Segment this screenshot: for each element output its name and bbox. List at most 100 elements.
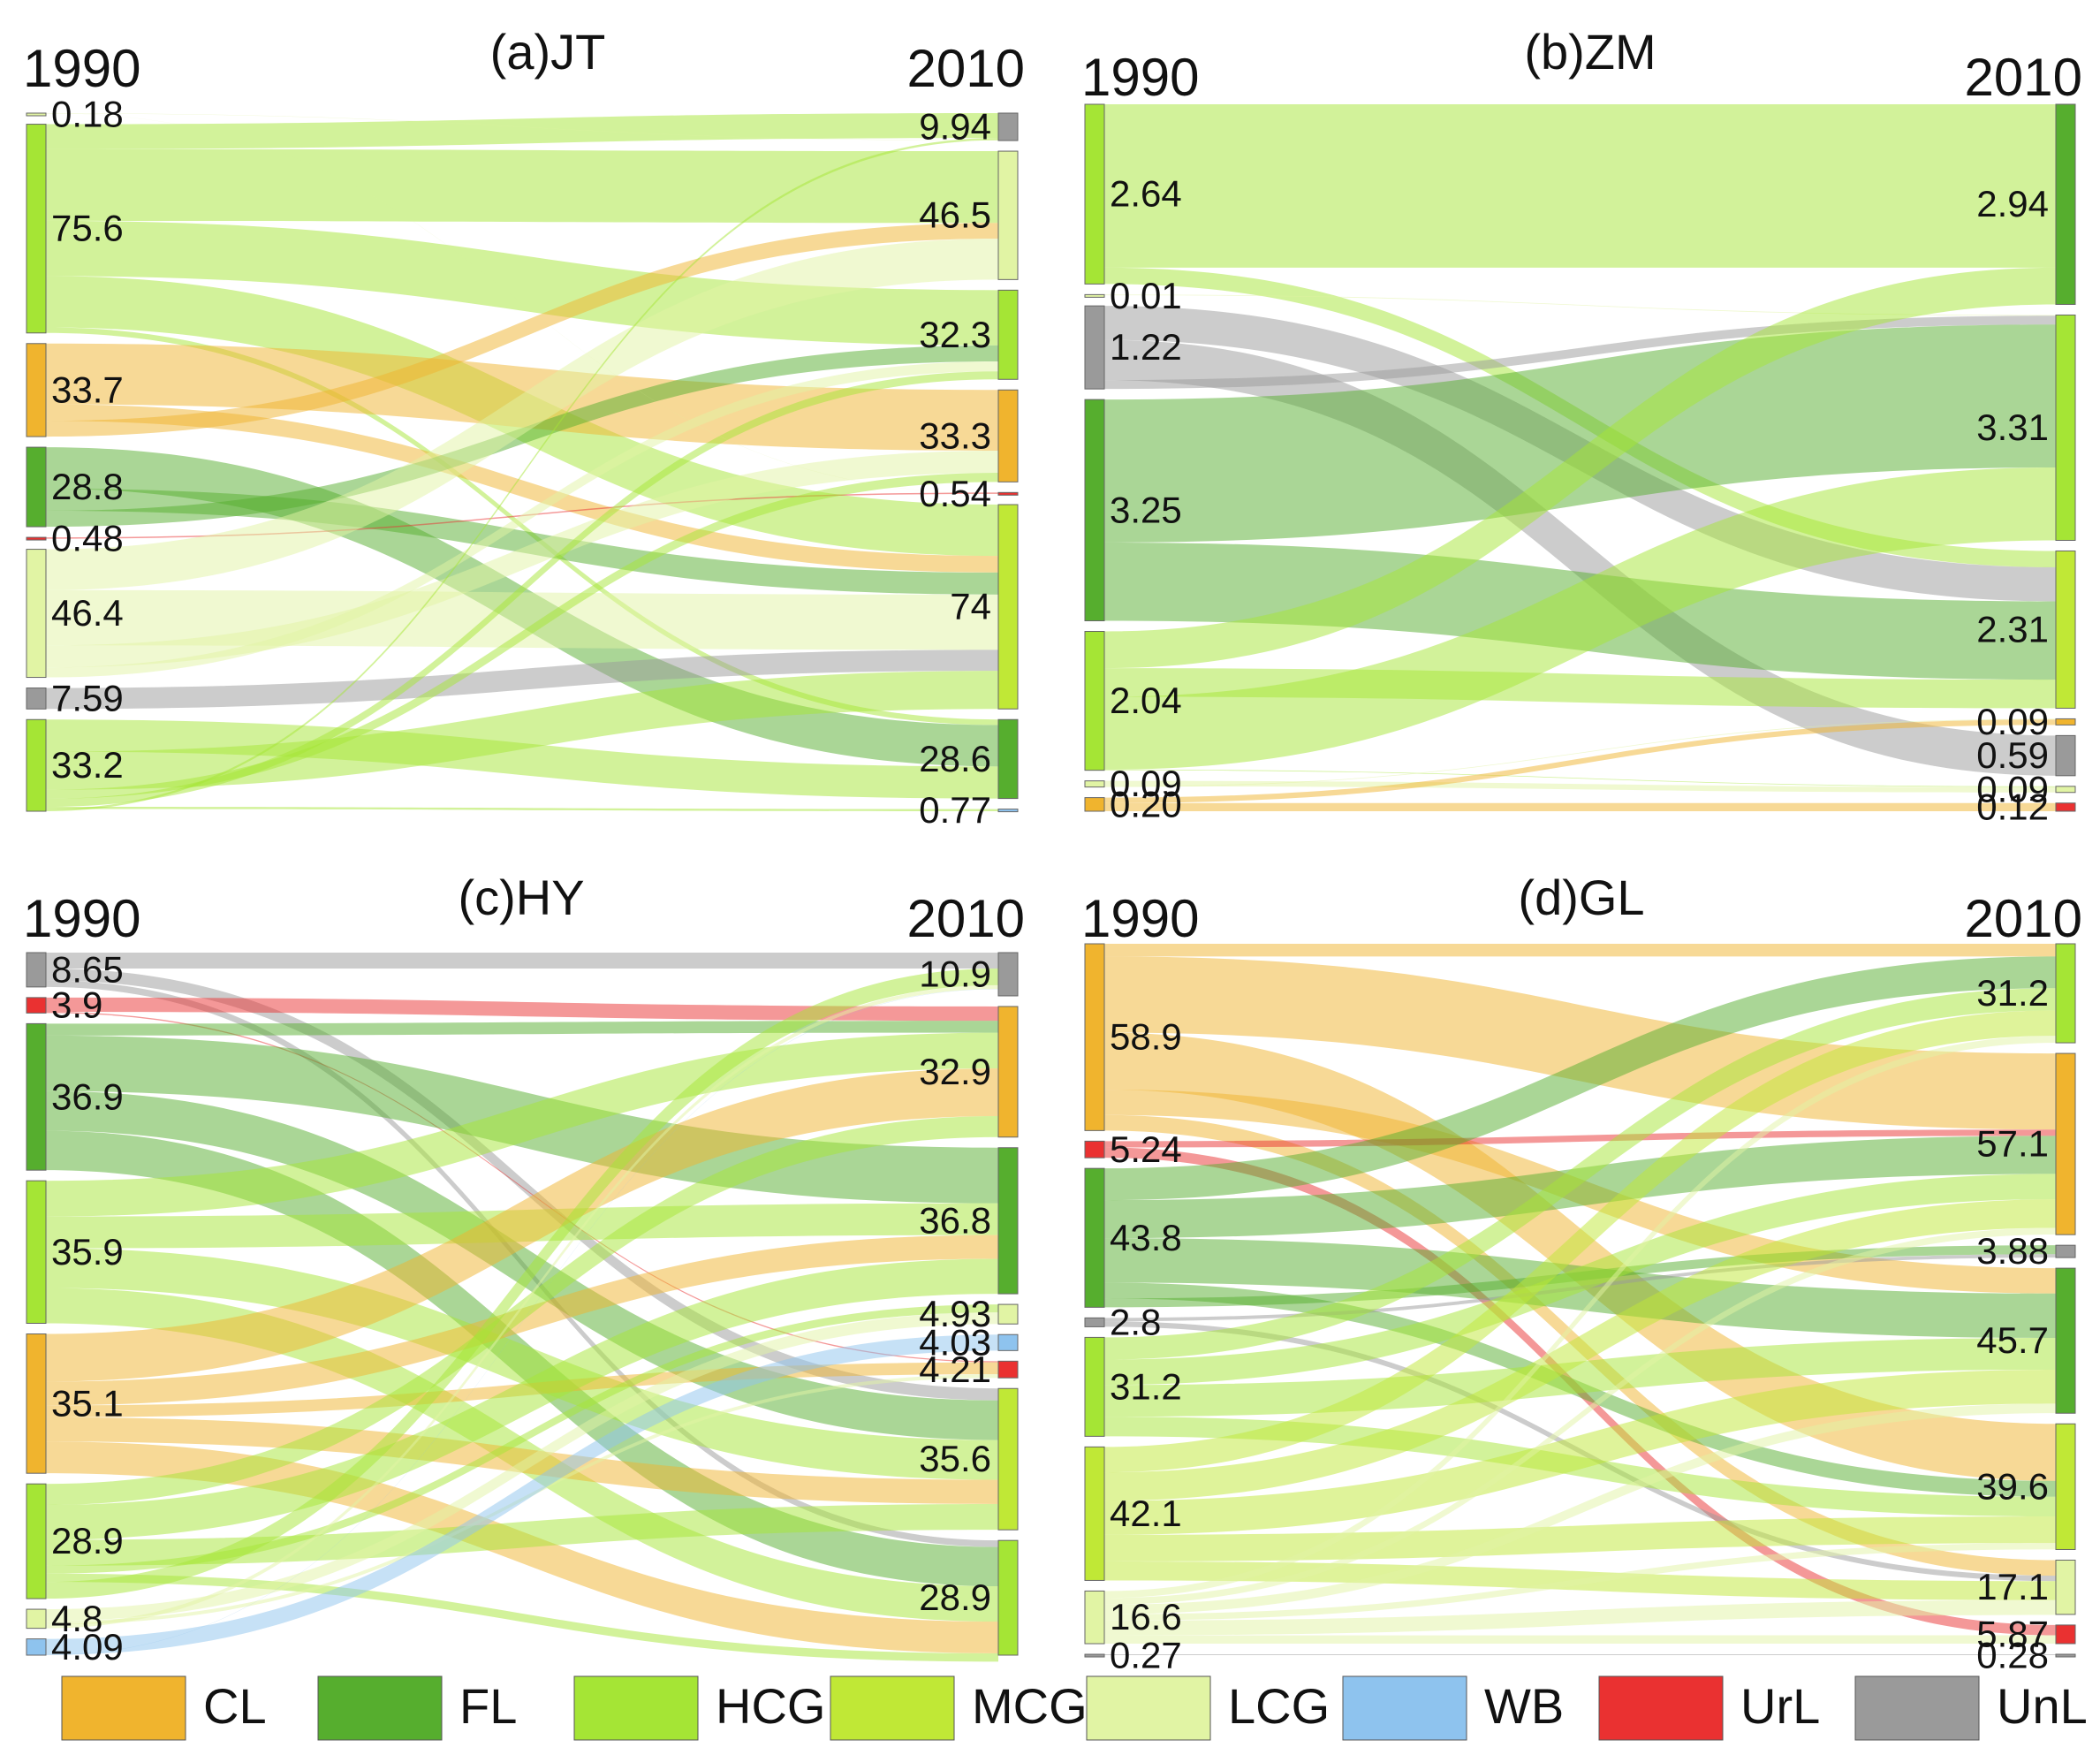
panel-bzm-right-node-label: 0.09 bbox=[1976, 768, 2049, 809]
panel-bzm-right-node-label: 2.31 bbox=[1976, 608, 2049, 650]
panel-ajt-right-year: 2010 bbox=[907, 39, 1025, 98]
panel-ajt-flow-fl-to-mcg bbox=[46, 488, 998, 595]
panel-bzm-right-node-lcg bbox=[2055, 786, 2076, 794]
panel-ajt-left-node-unl bbox=[26, 688, 47, 710]
panel-dgl-left-node-unl bbox=[1084, 1317, 1105, 1327]
panel-bzm-right-node-fl bbox=[2055, 103, 2076, 305]
panel-bzm-right-node-label: 2.94 bbox=[1976, 183, 2049, 224]
panel-ajt-left-node-label: 75.6 bbox=[51, 208, 124, 249]
panel-ajt-left-node-cl bbox=[26, 343, 47, 437]
panel-ajt-flow-lcg-to-cl bbox=[46, 451, 998, 668]
panel-chy-flow-hcg-to-unl bbox=[46, 968, 998, 1599]
panel-dgl-left-node-label: 31.2 bbox=[1110, 1365, 1182, 1407]
panel-dgl-left-node-label: 42.1 bbox=[1110, 1493, 1182, 1534]
panel-chy-left-node-label: 35.9 bbox=[51, 1231, 124, 1273]
panel-ajt-flow-hcg-to-unl bbox=[46, 113, 998, 149]
panel-dgl-right-node-hcg bbox=[2055, 943, 2076, 1044]
panel-chy-left-node-lcg bbox=[26, 1608, 47, 1630]
panel-dgl-flow-hcg-to-hcg bbox=[1104, 988, 2056, 1360]
panel-chy-flow-hcg-to-hcg bbox=[46, 1573, 998, 1662]
panel-bzm-flow-cl-to-url bbox=[1104, 802, 2056, 811]
panel-ajt-flow-fl-to-hcg bbox=[46, 345, 998, 528]
panel-dgl-flow-lcg-to-url bbox=[1104, 1635, 2056, 1645]
panel-bzm-left-node-label: 2.04 bbox=[1110, 680, 1182, 721]
panel-dgl-flow-cl-to-mcg bbox=[1104, 1032, 2056, 1481]
panel-chy-right-node-label: 35.6 bbox=[919, 1438, 991, 1479]
panel-ajt-flow-hcg-to-hcg bbox=[46, 371, 998, 808]
legend-label-mcg: MCG bbox=[972, 1678, 1088, 1734]
legend-label-wb: WB bbox=[1484, 1678, 1564, 1734]
panel-chy-right-node-fl bbox=[997, 1147, 1019, 1295]
panel-chy-flow-fl-to-mcg bbox=[46, 1090, 998, 1440]
panel-ajt-flow-unl-to-mcg bbox=[46, 650, 998, 710]
panel-chy-left-node-cl bbox=[26, 1333, 47, 1474]
panel-chy-right-node-label: 4.21 bbox=[919, 1349, 991, 1390]
panel-dgl-left-year: 1990 bbox=[1081, 889, 1199, 948]
panel-ajt-flow-cl-to-mcg bbox=[46, 404, 998, 573]
panel-chy-flow-hcg-to-mcg bbox=[46, 1503, 998, 1566]
panel-dgl-flow-mcg-to-fl bbox=[1104, 1369, 2056, 1535]
panel-chy-flow-lcg-to-lcg bbox=[46, 1312, 998, 1622]
panel-ajt-left-node-label: 7.59 bbox=[51, 677, 124, 718]
panel-dgl-right-node-label: 3.88 bbox=[1976, 1230, 2049, 1272]
panel-bzm-flow-unl-to-hcg bbox=[1104, 315, 2056, 390]
panel-dgl-left-node-label: 16.6 bbox=[1110, 1596, 1182, 1637]
panel-ajt-flow-hcg-to-unl bbox=[46, 138, 998, 811]
panel-bzm-right-node-hcg bbox=[2055, 314, 2076, 541]
panel-ajt-right-node-url bbox=[997, 491, 1019, 496]
panel-chy-right-node-lcg bbox=[997, 1303, 1019, 1325]
panel-bzm-left-node-lcg bbox=[1084, 780, 1105, 788]
panel-dgl-flow-hcg-to-fl bbox=[1104, 1338, 2056, 1417]
panel-dgl-left-node-mcg bbox=[1084, 1446, 1105, 1581]
panel-chy-right-node-label: 32.9 bbox=[919, 1051, 991, 1092]
panel-chy-left-node-wb bbox=[26, 1638, 47, 1656]
panel-bzm-left-year: 1990 bbox=[1081, 48, 1199, 107]
panel-bzm-right-node-unl bbox=[2055, 734, 2076, 777]
panel-ajt-right-node-label: 0.77 bbox=[919, 789, 991, 831]
panel-dgl-right-node-label: 45.7 bbox=[1976, 1319, 2049, 1361]
panel-dgl-flow-url-to-cl bbox=[1104, 1129, 2056, 1148]
panel-chy-title: (c)HY bbox=[458, 870, 584, 925]
panel-ajt-right-node-label: 46.5 bbox=[919, 194, 991, 236]
panel-dgl-left-node-label: 58.9 bbox=[1110, 1016, 1182, 1058]
legend-label-cl: CL bbox=[203, 1678, 267, 1734]
panel-chy-left-node-label: 4.8 bbox=[51, 1598, 102, 1639]
panel-chy-left-node-fl bbox=[26, 1022, 47, 1171]
panel-dgl-left-node-lcg bbox=[1084, 1590, 1105, 1645]
panel-chy-right-node-label: 28.9 bbox=[919, 1576, 991, 1618]
panel-dgl-right-node-url bbox=[2055, 1624, 2076, 1645]
panel-bzm-title: (b)ZM bbox=[1524, 24, 1656, 80]
panel-bzm-flow-unl-to-unl bbox=[1104, 339, 2056, 776]
panel-chy-left-node-label: 35.1 bbox=[51, 1382, 124, 1424]
panel-chy-flow-fl-to-cl bbox=[46, 1021, 998, 1036]
panel-dgl-flow-fl-to-hcg bbox=[1104, 956, 2056, 1201]
panel-bzm-right-node-mcg bbox=[2055, 550, 2076, 709]
panel-ajt-right-node-lcg bbox=[997, 150, 1019, 280]
panel-bzm-right-node-label: 0.59 bbox=[1976, 734, 2049, 776]
panel-dgl-right-node-label: 57.1 bbox=[1976, 1123, 2049, 1165]
legend-swatch-url bbox=[1598, 1675, 1724, 1741]
legend-swatch-fl bbox=[317, 1675, 443, 1741]
panel-chy-flow-hcg-to-fl bbox=[46, 1258, 998, 1540]
panel-ajt-left-node-hcg bbox=[26, 718, 47, 812]
panel-dgl-right-node-label: 31.2 bbox=[1976, 972, 2049, 1014]
panel-bzm-right-node-url bbox=[2055, 802, 2076, 812]
panel-ajt-right-node-label: 74 bbox=[950, 586, 991, 627]
panel-dgl-flow-lcg-to-mcg bbox=[1104, 1543, 2056, 1621]
panel-ajt-left-node-label: 0.48 bbox=[51, 518, 124, 559]
panel-bzm-right-node-label: 0.09 bbox=[1976, 701, 2049, 742]
panel-chy-right-node-url bbox=[997, 1360, 1019, 1379]
panel-dgl-right-node-mcg bbox=[2055, 1423, 2076, 1550]
legend-swatch-lcg bbox=[1086, 1675, 1211, 1741]
panel-bzm-left-node-unl bbox=[1084, 305, 1105, 390]
panel-dgl-left-node-label: 0.27 bbox=[1110, 1635, 1182, 1676]
panel-ajt-flow-cl-to-lcg bbox=[46, 223, 998, 437]
panel-bzm-left-node-cl bbox=[1084, 797, 1105, 812]
panel-ajt-left-node-label: 33.7 bbox=[51, 368, 124, 410]
legend-swatch-mcg bbox=[830, 1675, 955, 1741]
panel-bzm-left-node-label: 0.20 bbox=[1110, 783, 1182, 824]
panel-chy-left-node-url bbox=[26, 997, 47, 1014]
panel-chy-right-node-label: 36.8 bbox=[919, 1199, 991, 1241]
panel-chy-flow-cl-to-cl bbox=[46, 1068, 998, 1382]
